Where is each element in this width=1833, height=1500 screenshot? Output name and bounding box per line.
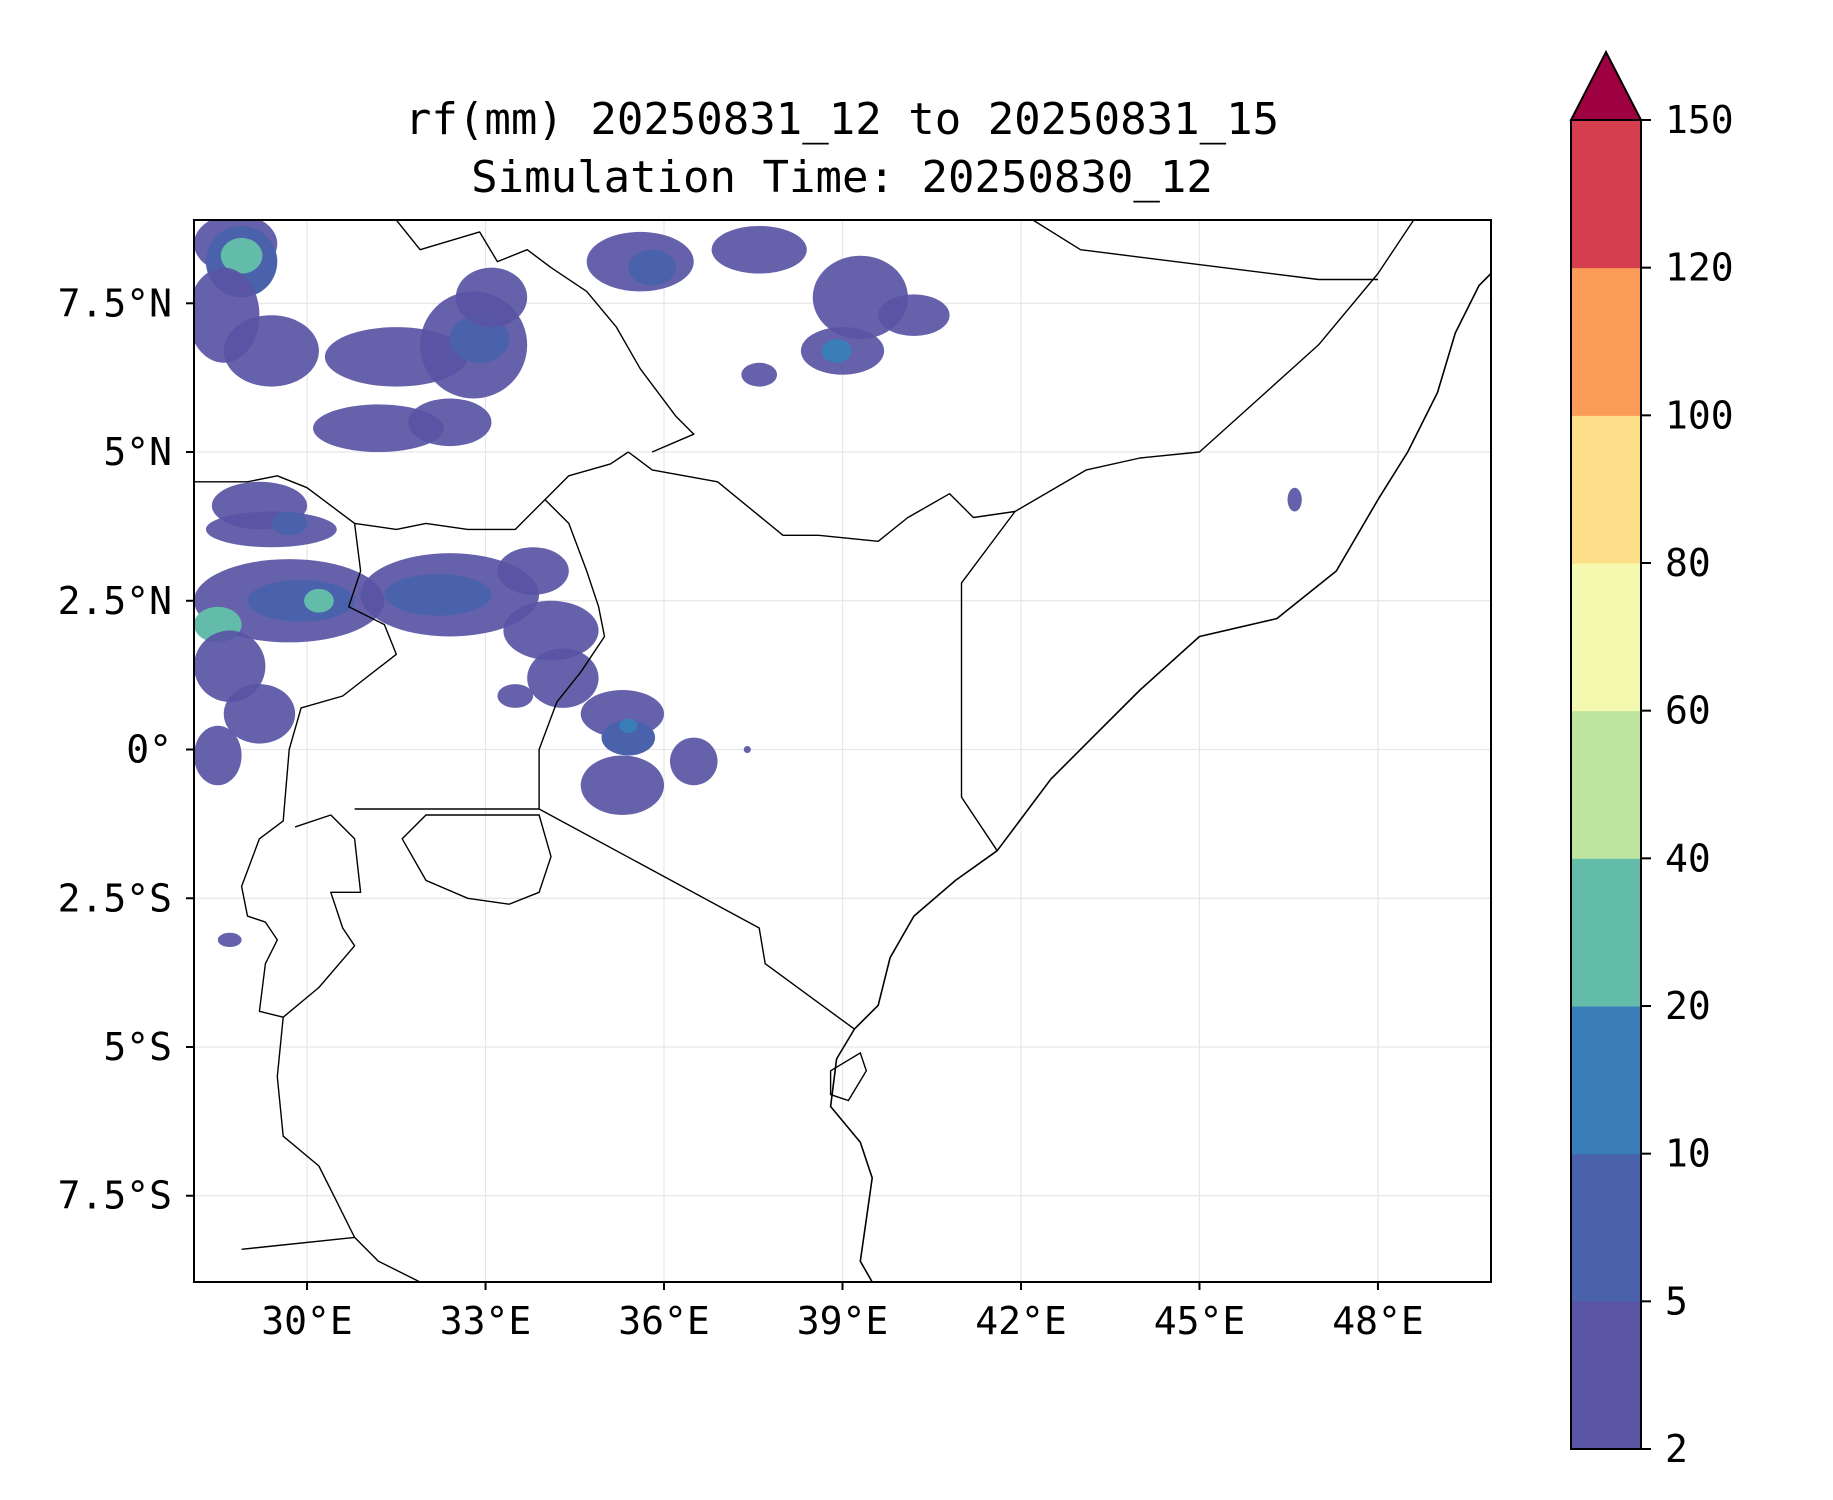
country-border: [241, 1236, 355, 1250]
rain-cell: [194, 630, 266, 702]
lat-tick-label: 7.5°S: [58, 1174, 172, 1218]
colorbar: 2 5 10 20 40 60 80 100 120 150: [1569, 49, 1734, 1471]
lat-tick-label: 2.5°S: [58, 876, 172, 920]
colorbar-segment: [1571, 563, 1641, 712]
lon-tick-label: 42°E: [975, 1299, 1067, 1343]
colorbar-tick-label: 10: [1665, 1132, 1711, 1176]
rain-cell: [1287, 487, 1302, 512]
rain-cell: [271, 511, 308, 536]
lon-tick-label: 45°E: [1154, 1299, 1246, 1343]
country-border: [960, 511, 1016, 852]
colorbar-frame: [1570, 119, 1642, 1450]
colorbar-segment: [1571, 858, 1641, 1007]
rain-cell: [878, 294, 950, 337]
rain-cell: [503, 600, 599, 661]
lat-tick-label: 0°: [126, 728, 172, 772]
rain-cell: [527, 648, 599, 708]
colorbar-tick-label: 40: [1665, 836, 1711, 880]
rain-cell: [220, 237, 263, 274]
rain-cell: [741, 362, 778, 387]
map-title-line2: Simulation Time: 20250830_12: [471, 152, 1213, 203]
map-title-line1: rf(mm) 20250831_12 to 20250831_15: [405, 94, 1279, 145]
rain-cell: [223, 315, 319, 387]
rain-cell: [497, 547, 569, 595]
rain-cell: [449, 315, 510, 363]
colorbar-extend-arrow: [1569, 49, 1643, 121]
lat-tick-label: 5°S: [103, 1025, 172, 1069]
lon-tick-label: 39°E: [797, 1299, 889, 1343]
colorbar-tick-label: 120: [1665, 246, 1734, 290]
country-border: [1014, 220, 1415, 513]
lon-tick-label: 48°E: [1332, 1299, 1424, 1343]
lat-tick-label: 5°N: [103, 430, 172, 474]
colorbar-tick-label: 60: [1665, 689, 1711, 733]
colorbar-tick-label: 100: [1665, 393, 1734, 437]
country-border: [627, 451, 1016, 542]
rain-cell: [217, 932, 242, 948]
rain-cell: [711, 225, 807, 274]
rain-cell: [669, 737, 718, 786]
colorbar-tick-label: 20: [1665, 984, 1711, 1028]
rain-cell: [205, 511, 337, 548]
rain-cell: [619, 718, 638, 733]
gridlines: [194, 220, 1491, 1282]
colorbar-segment: [1571, 415, 1641, 564]
colorbar-segment: [1571, 267, 1641, 416]
country-border: [395, 220, 695, 453]
rain-cell: [247, 579, 355, 622]
colorbar-segment: [1571, 120, 1641, 269]
latitude-axis: 7.5°N 5°N 2.5°N 0° 2.5°S 5°S 7.5°S: [58, 281, 194, 1218]
lake-outline: [829, 1051, 868, 1102]
country-border: [240, 523, 422, 1282]
rain-cell: [628, 249, 676, 286]
longitude-axis: 30°E 33°E 36°E 39°E 42°E 45°E 48°E: [261, 1282, 1424, 1343]
colorbar-tick-label: 5: [1665, 1279, 1688, 1323]
rain-cell: [743, 745, 751, 754]
rain-cell: [497, 684, 534, 708]
colorbar-segment: [1571, 710, 1641, 859]
coastline: [829, 272, 1491, 1282]
lon-tick-label: 33°E: [440, 1299, 532, 1343]
colorbar-segment: [1571, 1301, 1641, 1450]
rain-cell: [194, 725, 242, 786]
colorbar-tick-label: 80: [1665, 541, 1711, 585]
lon-tick-label: 36°E: [618, 1299, 710, 1343]
rain-cell: [455, 267, 528, 328]
colorbar-segment: [1571, 1153, 1641, 1302]
country-border: [194, 451, 629, 531]
country-border: [354, 808, 855, 1030]
country-borders: [194, 220, 1491, 1282]
rain-cell: [223, 684, 296, 744]
rain-cell: [580, 755, 665, 815]
lat-tick-label: 7.5°N: [58, 281, 172, 325]
country-border: [282, 814, 362, 1018]
rain-cell: [821, 338, 852, 363]
rainfall-field: [194, 220, 1302, 948]
rain-cell: [304, 588, 334, 613]
rain-cell: [384, 574, 492, 616]
colorbar-tick-label: 150: [1665, 98, 1734, 142]
country-border: [538, 499, 606, 809]
rain-cell: [601, 719, 656, 756]
colorbar-segment: [1571, 1006, 1641, 1155]
colorbar-tick-label: 2: [1665, 1427, 1688, 1471]
lon-tick-label: 30°E: [261, 1299, 353, 1343]
lat-tick-label: 2.5°N: [58, 579, 172, 623]
lake-outline: [401, 814, 552, 905]
rain-cell: [408, 398, 492, 447]
map-area: [193, 219, 1492, 1283]
country-border: [1032, 220, 1378, 281]
